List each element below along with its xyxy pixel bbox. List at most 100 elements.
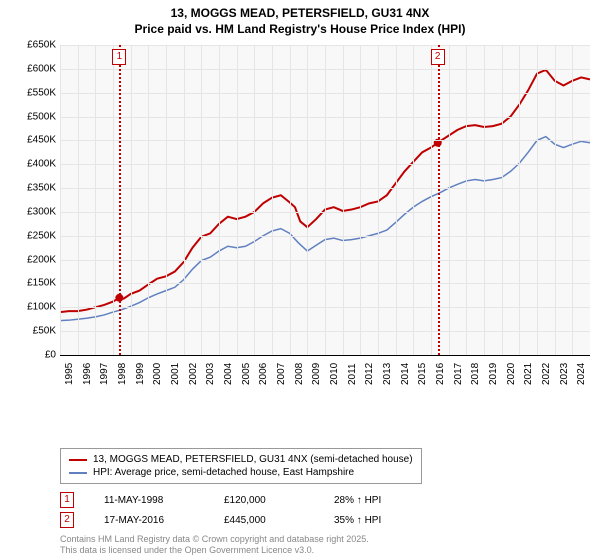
x-axis-label: 2005 <box>241 363 252 385</box>
sales-row-date: 11-MAY-1998 <box>104 495 194 506</box>
y-axis-label: £450K <box>27 135 56 146</box>
gridline-v <box>184 45 185 355</box>
x-axis-label: 2013 <box>382 363 393 385</box>
sales-row-price: £120,000 <box>224 495 304 506</box>
y-axis-label: £150K <box>27 278 56 289</box>
x-axis-label: 2019 <box>488 363 499 385</box>
gridline-v <box>431 45 432 355</box>
x-axis-label: 2006 <box>258 363 269 385</box>
sales-row-price: £445,000 <box>224 515 304 526</box>
x-axis-label: 1998 <box>117 363 128 385</box>
x-axis-label: 2007 <box>276 363 287 385</box>
y-axis-label: £300K <box>27 206 56 217</box>
y-axis-label: £0 <box>45 350 56 361</box>
legend-item: HPI: Average price, semi-detached house,… <box>69 466 413 479</box>
x-axis-label: 2008 <box>294 363 305 385</box>
y-axis-label: £400K <box>27 159 56 170</box>
x-axis-label: 2016 <box>435 363 446 385</box>
gridline-v <box>290 45 291 355</box>
gridline-v <box>378 45 379 355</box>
y-axis-label: £200K <box>27 254 56 265</box>
gridline-v <box>343 45 344 355</box>
x-axis-label: 2015 <box>417 363 428 385</box>
gridline-v <box>201 45 202 355</box>
chart-container: 13, MOGGS MEAD, PETERSFIELD, GU31 4NX Pr… <box>0 0 600 560</box>
legend-swatch <box>69 472 87 474</box>
sales-row: 2 17-MAY-2016 £445,000 35% ↑ HPI <box>60 510 414 530</box>
legend-swatch <box>69 459 87 461</box>
gridline-v <box>113 45 114 355</box>
x-axis-label: 2011 <box>347 363 358 385</box>
y-axis-label: £500K <box>27 111 56 122</box>
gridline-v <box>484 45 485 355</box>
x-axis-label: 2004 <box>223 363 234 385</box>
sale-marker-line <box>438 45 440 355</box>
title-line-2: Price paid vs. HM Land Registry's House … <box>0 22 600 38</box>
y-axis-label: £600K <box>27 63 56 74</box>
x-axis-label: 2021 <box>523 363 534 385</box>
gridline-v <box>555 45 556 355</box>
gridline-v <box>396 45 397 355</box>
plot-area: 12 <box>60 45 590 356</box>
gridline-v <box>237 45 238 355</box>
x-axis-label: 2002 <box>188 363 199 385</box>
x-axis-label: 2014 <box>400 363 411 385</box>
x-axis-label: 2001 <box>170 363 181 385</box>
sales-row-marker: 1 <box>60 492 74 508</box>
gridline-v <box>219 45 220 355</box>
x-axis-label: 2000 <box>152 363 163 385</box>
legend-item: 13, MOGGS MEAD, PETERSFIELD, GU31 4NX (s… <box>69 453 413 466</box>
sales-row-hpi: 28% ↑ HPI <box>334 495 414 506</box>
y-axis-label: £550K <box>27 87 56 98</box>
gridline-v <box>131 45 132 355</box>
x-axis-label: 1999 <box>135 363 146 385</box>
title-line-1: 13, MOGGS MEAD, PETERSFIELD, GU31 4NX <box>0 6 600 22</box>
x-axis-label: 2010 <box>329 363 340 385</box>
gridline-v <box>78 45 79 355</box>
y-axis-label: £650K <box>27 40 56 51</box>
x-axis-label: 1997 <box>99 363 110 385</box>
footer-attribution: Contains HM Land Registry data © Crown c… <box>60 534 369 556</box>
x-axis-label: 2018 <box>470 363 481 385</box>
x-axis-label: 2017 <box>453 363 464 385</box>
footer-line-2: This data is licensed under the Open Gov… <box>60 545 369 556</box>
gridline-v <box>572 45 573 355</box>
sales-row-hpi: 35% ↑ HPI <box>334 515 414 526</box>
chart-title: 13, MOGGS MEAD, PETERSFIELD, GU31 4NX Pr… <box>0 0 600 37</box>
footer-line-1: Contains HM Land Registry data © Crown c… <box>60 534 369 545</box>
sales-row: 1 11-MAY-1998 £120,000 28% ↑ HPI <box>60 490 414 510</box>
x-axis-label: 2012 <box>364 363 375 385</box>
y-axis-label: £100K <box>27 302 56 313</box>
x-axis-label: 2003 <box>205 363 216 385</box>
x-axis-label: 1996 <box>82 363 93 385</box>
x-axis-label: 2023 <box>559 363 570 385</box>
sales-row-marker: 2 <box>60 512 74 528</box>
gridline-v <box>95 45 96 355</box>
legend-label: HPI: Average price, semi-detached house,… <box>93 467 354 478</box>
gridline-v <box>360 45 361 355</box>
gridline-v <box>502 45 503 355</box>
sales-row-date: 17-MAY-2016 <box>104 515 194 526</box>
sale-marker-badge: 1 <box>112 49 126 65</box>
gridline-v <box>537 45 538 355</box>
gridline-v <box>413 45 414 355</box>
chart-area: 12 £0£50K£100K£150K£200K£250K£300K£350K£… <box>0 40 600 400</box>
y-axis-label: £250K <box>27 230 56 241</box>
gridline-v <box>254 45 255 355</box>
gridline-v <box>466 45 467 355</box>
gridline-v <box>148 45 149 355</box>
y-axis-label: £350K <box>27 183 56 194</box>
x-axis-label: 2024 <box>576 363 587 385</box>
sale-marker-line <box>119 45 121 355</box>
sales-table: 1 11-MAY-1998 £120,000 28% ↑ HPI 2 17-MAY-201… <box>60 490 414 530</box>
gridline-v <box>449 45 450 355</box>
sale-marker-badge: 2 <box>431 49 445 65</box>
gridline-v <box>166 45 167 355</box>
gridline-v <box>325 45 326 355</box>
x-axis-label: 2020 <box>506 363 517 385</box>
x-axis-label: 1995 <box>64 363 75 385</box>
gridline-v <box>272 45 273 355</box>
legend-label: 13, MOGGS MEAD, PETERSFIELD, GU31 4NX (s… <box>93 454 413 465</box>
y-axis-label: £50K <box>33 326 56 337</box>
gridline-v <box>60 45 61 355</box>
